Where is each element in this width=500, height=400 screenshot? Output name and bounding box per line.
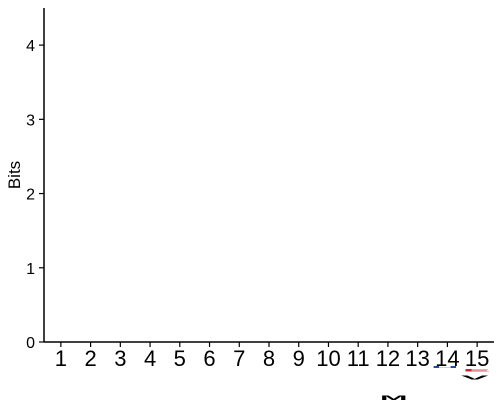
residue-M: M	[380, 394, 408, 400]
y-tick-label: 0	[26, 335, 35, 352]
x-tick-label: 4	[144, 346, 156, 371]
y-tick-label: 2	[26, 187, 35, 204]
stack-position-1: HEMVARIS	[380, 365, 491, 400]
x-tick-label: 3	[114, 346, 126, 371]
x-tick-label: 9	[293, 346, 305, 371]
x-tick-label: 8	[263, 346, 275, 371]
x-tick-label: 1	[55, 346, 67, 371]
residue-E: E	[463, 369, 491, 373]
residue-V: V	[461, 375, 489, 381]
x-tick-label: 5	[174, 346, 186, 371]
y-tick-label: 3	[26, 112, 35, 129]
x-tick-label: 2	[84, 346, 96, 371]
x-tick-label: 15	[465, 346, 489, 371]
x-tick-label: 10	[316, 346, 340, 371]
residue-H: H	[431, 365, 459, 368]
x-tick-label: 12	[376, 346, 400, 371]
y-ticks: 0 1 2 3 4	[26, 38, 44, 352]
y-tick-label: 4	[26, 38, 35, 55]
x-ticks: 1 2 3 4 5 6 7 8 9 10 11 12 13 14 15	[55, 342, 489, 371]
x-tick-label: 14	[435, 346, 459, 371]
x-tick-label: 6	[203, 346, 215, 371]
letter-stacks: HEMVARISPNHTYALWFRTDESGVPANHSTGVPSGYIARL…	[380, 365, 491, 400]
x-tick-label: 11	[347, 346, 370, 371]
x-tick-label: 7	[233, 346, 245, 371]
axes	[43, 8, 494, 343]
x-tick-label: 13	[405, 346, 429, 371]
y-axis-title: Bits	[5, 161, 24, 189]
y-tick-label: 1	[26, 261, 35, 278]
